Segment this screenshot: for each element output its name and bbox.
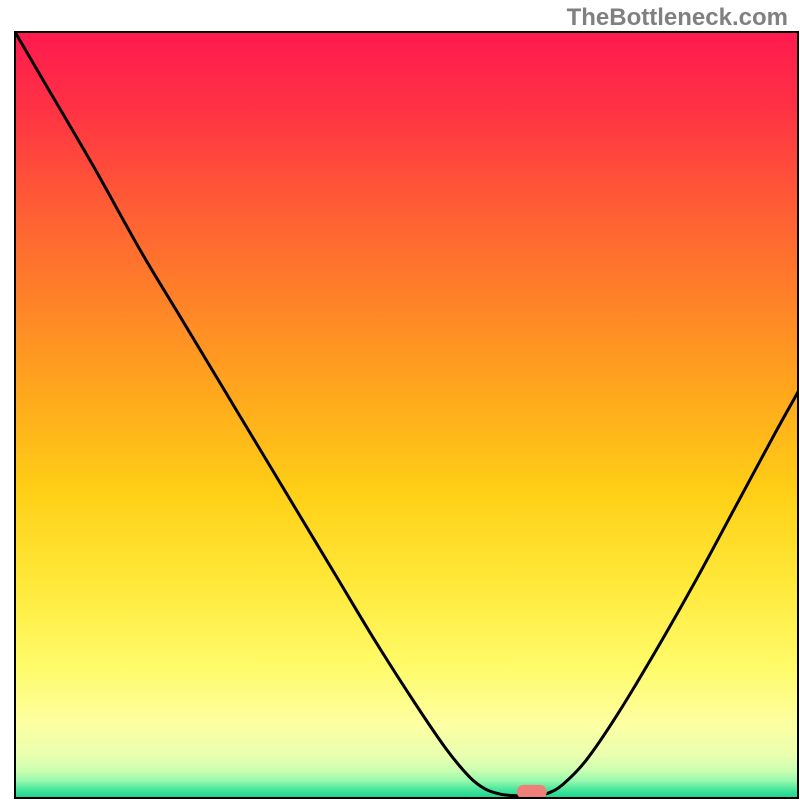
bottleneck-chart	[0, 0, 800, 800]
selection-marker	[517, 785, 547, 799]
watermark-text: TheBottleneck.com	[567, 4, 788, 32]
gradient-background	[15, 32, 798, 798]
chart-frame: TheBottleneck.com	[0, 0, 800, 800]
